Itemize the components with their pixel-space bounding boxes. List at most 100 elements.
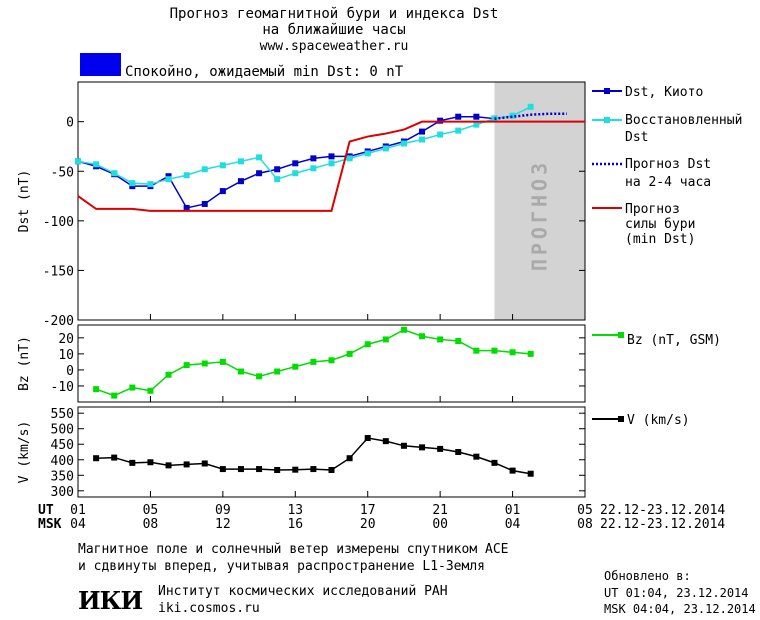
v-ytick-label: 550 <box>51 407 74 422</box>
ut-tick-label: 01 <box>70 503 86 518</box>
msk-tick-label: 08 <box>143 517 159 532</box>
ut-label: UT <box>38 503 54 518</box>
legend-restored-dst: Восстановленный Dst <box>592 113 742 145</box>
v-series-0-point <box>274 467 281 473</box>
bz-series-0-point <box>93 386 100 393</box>
legend-storm-label-1: Прогноз <box>625 202 680 217</box>
institute-url[interactable]: iki.cosmos.ru <box>158 601 260 616</box>
dst-series-0-point <box>274 166 281 173</box>
bz-series-0-point <box>147 387 154 394</box>
msk-tick-label: 08 <box>577 517 593 532</box>
v-series-0-point <box>165 462 172 469</box>
dst-series-1-point <box>364 150 371 157</box>
chart-title-line2: на ближайшие часы <box>262 22 405 38</box>
v-series-0-point <box>509 467 516 474</box>
v-ytick-label: 450 <box>51 438 74 453</box>
bz-series-0-point <box>509 349 516 356</box>
v-series-0-point <box>256 466 263 473</box>
v-series-0-point <box>111 454 118 461</box>
dst-series-0-point <box>473 113 480 120</box>
dst-series-1-point <box>382 145 389 152</box>
bz-series-0-point <box>328 357 335 364</box>
dst-series-1-point <box>509 112 516 119</box>
legend-forecast-label-2: на 2-4 часа <box>625 175 711 190</box>
legend-forecast-dst: Прогноз Dst на 2-4 часа <box>592 157 711 190</box>
bz-ytick-label: 10 <box>58 348 74 363</box>
dst-series-0-point <box>292 160 299 167</box>
msk-tick-label: 00 <box>432 517 448 532</box>
bz-ytick-label: 20 <box>58 332 74 347</box>
v-series-0-point <box>219 466 226 473</box>
dst-series-1-point <box>310 165 317 172</box>
status-text: Спокойно, ожидаемый min Dst: 0 nT <box>125 64 404 80</box>
chart-title-line1: Прогноз геомагнитной бури и индекса Dst <box>170 6 499 22</box>
ut-tick-label: 13 <box>287 503 303 518</box>
dst-series-0-point <box>310 155 317 162</box>
dst-series-0-point <box>328 153 335 160</box>
msk-tick-label: 20 <box>360 517 376 532</box>
source-url[interactable]: www.spaceweather.ru <box>260 39 409 54</box>
dst-series-1-point <box>165 176 172 183</box>
dst-series-0-point <box>419 128 426 135</box>
updated-msk: MSK 04:04, 23.12.2014 <box>604 602 756 616</box>
bz-series-0-point <box>491 347 498 354</box>
dst-frame <box>77 81 586 321</box>
legend-v: V (km/s) <box>592 413 690 428</box>
dst-series-0-point <box>237 178 244 185</box>
dst-series-3-line <box>77 120 585 212</box>
bz-ylabel: Bz (nT) <box>17 336 32 391</box>
dst-series-1-point <box>274 176 281 183</box>
msk-date-range: 22.12-23.12.2014 <box>600 517 725 532</box>
dst-series-1-point <box>147 181 154 188</box>
v-series-0-point <box>527 470 534 477</box>
dst-series-1-point <box>346 155 353 162</box>
msk-tick-label: 16 <box>287 517 303 532</box>
dst-series-1-point <box>111 170 118 177</box>
legend-bz: Bz (nT, GSM) <box>592 332 721 348</box>
ut-date-range: 22.12-23.12.2014 <box>600 503 725 518</box>
dst-series-1-point <box>328 160 335 167</box>
bz-ytick-label: 0 <box>66 364 74 379</box>
bz-series-0-point <box>292 363 299 370</box>
legend-v-label: V (km/s) <box>627 413 690 428</box>
v-series-0-point <box>437 445 444 452</box>
legend-storm-forecast: Прогноз силы бури (min Dst) <box>592 202 695 247</box>
bz-series-0-point <box>201 360 208 367</box>
dst-ytick-label: -100 <box>43 215 74 230</box>
v-series-0-point <box>364 435 371 442</box>
v-ytick-label: 350 <box>51 469 74 484</box>
dst-series-1-point <box>201 166 208 173</box>
v-series-0-point <box>292 466 299 473</box>
dst-series-1-point <box>183 172 190 179</box>
v-series-0-point <box>237 466 244 473</box>
legend-forecast-label-1: Прогноз Dst <box>625 157 711 172</box>
bz-series-0-point <box>219 358 226 365</box>
dst-series-1-line <box>77 106 532 185</box>
bz-series-0-point <box>346 350 353 357</box>
footer-note-line1: Магнитное поле и солнечный ветер измерен… <box>78 542 508 557</box>
v-series-0-point <box>382 438 389 445</box>
forecast-region-label: ПРОГНОЗ <box>528 159 552 271</box>
footer-note-line2: и сдвинуты вперед, учитывая распростране… <box>78 559 485 574</box>
status-color-swatch <box>80 53 121 76</box>
ut-tick-label: 09 <box>215 503 231 518</box>
dst-series-0-point <box>455 113 462 120</box>
bz-series-0-point <box>256 373 263 380</box>
bz-series-0-point <box>382 336 389 343</box>
ut-tick-label: 01 <box>505 503 521 518</box>
dst-series-1-point <box>437 131 444 138</box>
legend-storm-label-3: (min Dst) <box>625 232 695 247</box>
legend: Dst, Киото Восстановленный Dst Прогноз D… <box>592 85 742 428</box>
v-frame <box>77 406 586 498</box>
iki-logo: ИКИ <box>78 586 143 615</box>
dst-series-1-point <box>419 136 426 143</box>
updated-label: Обновлено в: <box>604 569 691 583</box>
bz-series-0-point <box>165 371 172 378</box>
bz-ytick-label: -10 <box>51 380 74 395</box>
bz-series-0-point <box>364 341 371 348</box>
dst-series-0-point <box>201 200 208 207</box>
v-series-0-point <box>93 455 100 462</box>
v-series-0-point <box>455 449 462 455</box>
institute-name: Институт космических исследований РАН <box>158 584 448 599</box>
